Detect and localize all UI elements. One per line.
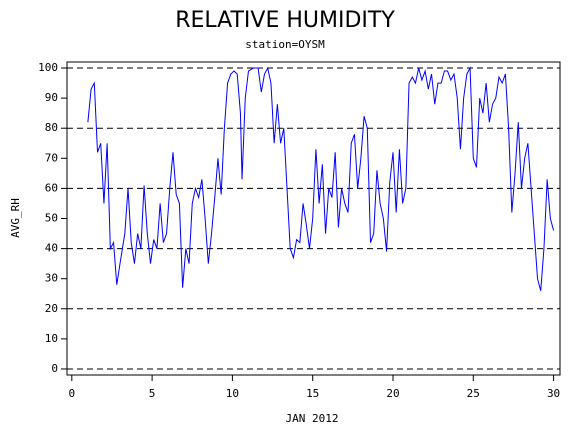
y-tick-label: 20 — [45, 302, 58, 315]
y-tick-label: 10 — [45, 332, 58, 345]
y-tick-label: 70 — [45, 151, 58, 164]
chart-subtitle: station=OYSM — [245, 38, 325, 51]
y-tick-label: 80 — [45, 121, 58, 134]
chart-title: RELATIVE HUMIDITY — [175, 8, 395, 33]
x-axis-label: JAN 2012 — [286, 412, 339, 425]
y-tick-label: 50 — [45, 212, 58, 225]
x-tick-label: 25 — [467, 387, 480, 400]
x-tick-label: 10 — [226, 387, 239, 400]
y-tick-label: 30 — [45, 272, 58, 285]
y-tick-label: 90 — [45, 91, 58, 104]
x-tick-label: 0 — [69, 387, 76, 400]
x-tick-label: 20 — [386, 387, 399, 400]
y-tick-label: 0 — [51, 362, 58, 375]
y-tick-label: 40 — [45, 242, 58, 255]
x-tick-label: 5 — [149, 387, 156, 400]
y-axis-label: AVG_RH — [9, 198, 22, 238]
y-tick-label: 60 — [45, 181, 58, 194]
plot-frame — [66, 61, 561, 376]
x-tick-label: 30 — [547, 387, 560, 400]
data-line — [87, 66, 555, 291]
y-tick-label: 100 — [38, 61, 58, 74]
x-tick-label: 15 — [306, 387, 319, 400]
